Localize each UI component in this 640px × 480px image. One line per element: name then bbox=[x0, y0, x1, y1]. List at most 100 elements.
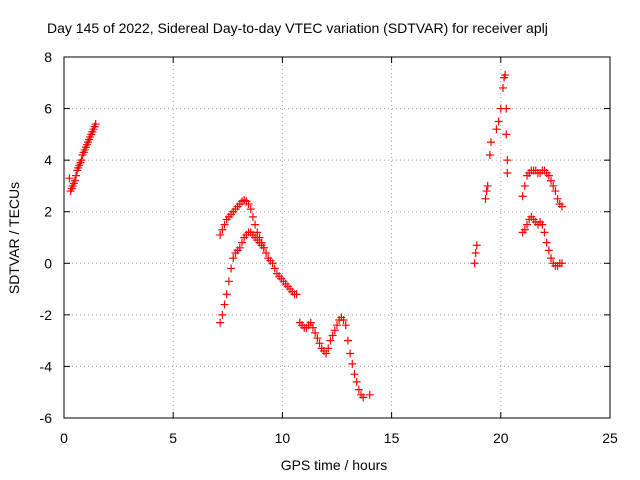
data-point bbox=[501, 71, 510, 80]
data-point bbox=[70, 176, 79, 185]
data-point bbox=[542, 238, 551, 247]
data-point bbox=[547, 176, 556, 185]
plot-frame bbox=[63, 56, 611, 419]
data-point bbox=[485, 150, 494, 159]
data-point bbox=[538, 220, 547, 229]
data-point bbox=[237, 238, 246, 247]
data-point bbox=[547, 254, 556, 263]
data-point bbox=[341, 321, 350, 330]
x-tick-label: 10 bbox=[275, 430, 291, 446]
chart-title: Day 145 of 2022, Sidereal Day-to-day VTE… bbox=[47, 20, 548, 36]
data-point bbox=[350, 370, 359, 379]
data-point bbox=[330, 326, 339, 335]
data-point bbox=[523, 220, 532, 229]
data-point bbox=[216, 230, 225, 239]
y-tick-label: -2 bbox=[40, 307, 53, 323]
x-tick-label: 20 bbox=[493, 430, 509, 446]
data-point bbox=[227, 264, 236, 273]
data-point bbox=[520, 225, 529, 234]
data-point bbox=[220, 300, 229, 309]
y-tick-label: 4 bbox=[44, 152, 52, 168]
data-point bbox=[472, 241, 481, 250]
data-point bbox=[328, 331, 337, 340]
y-axis-tick-labels: -6 -4 -2 0 2 4 6 8 bbox=[40, 49, 53, 426]
y-tick-label: 6 bbox=[44, 101, 52, 117]
data-point bbox=[248, 212, 257, 221]
data-point bbox=[268, 259, 277, 268]
data-point bbox=[359, 393, 368, 402]
data-point bbox=[218, 225, 227, 234]
data-point bbox=[244, 199, 253, 208]
y-tick-label: 8 bbox=[44, 49, 52, 65]
data-point bbox=[220, 220, 229, 229]
data-point bbox=[540, 228, 549, 237]
data-point bbox=[324, 344, 333, 353]
y-tick-label: 0 bbox=[44, 255, 52, 271]
data-point bbox=[557, 259, 566, 268]
y-tick-label: -6 bbox=[40, 410, 53, 426]
data-point bbox=[348, 359, 357, 368]
data-point bbox=[471, 248, 480, 257]
data-point bbox=[503, 169, 512, 178]
data-point bbox=[311, 328, 320, 337]
grid bbox=[64, 57, 610, 418]
y-axis-label: SDTVAR / TECUs bbox=[6, 182, 22, 294]
data-point bbox=[346, 349, 355, 358]
data-point bbox=[246, 205, 255, 214]
x-tick-label: 0 bbox=[60, 430, 68, 446]
data-point bbox=[308, 323, 317, 332]
x-tick-label: 15 bbox=[384, 430, 400, 446]
data-point bbox=[498, 83, 507, 92]
data-point bbox=[483, 181, 492, 190]
data-point bbox=[352, 377, 361, 386]
y-tick-label: 2 bbox=[44, 204, 52, 220]
data-point bbox=[494, 117, 503, 126]
data-point bbox=[503, 156, 512, 165]
data-point bbox=[365, 390, 374, 399]
data-point bbox=[544, 171, 553, 180]
data-point bbox=[339, 316, 348, 325]
data-point bbox=[326, 336, 335, 345]
data-point bbox=[482, 187, 491, 196]
data-point bbox=[251, 220, 260, 229]
data-point bbox=[557, 202, 566, 211]
data-point bbox=[315, 339, 324, 348]
data-point bbox=[292, 290, 301, 299]
data-point bbox=[486, 138, 495, 147]
x-tick-label: 25 bbox=[602, 430, 618, 446]
data-point bbox=[553, 194, 562, 203]
data-point bbox=[262, 248, 271, 257]
data-point bbox=[91, 120, 100, 129]
data-point bbox=[502, 104, 511, 113]
data-point bbox=[492, 125, 501, 134]
data-point bbox=[551, 187, 560, 196]
data-point bbox=[216, 318, 225, 327]
data-point bbox=[72, 171, 81, 180]
data-point bbox=[313, 334, 322, 343]
x-axis-label: GPS time / hours bbox=[281, 457, 388, 473]
data-point bbox=[549, 181, 558, 190]
axis-ticks bbox=[63, 56, 611, 419]
data-point bbox=[77, 156, 86, 165]
data-point bbox=[333, 321, 341, 330]
data-point bbox=[502, 130, 511, 139]
data-point bbox=[229, 254, 238, 263]
data-point bbox=[65, 174, 74, 183]
x-axis-tick-labels: 0 5 10 15 20 25 bbox=[60, 430, 618, 446]
data-point bbox=[520, 181, 529, 190]
data-point bbox=[544, 246, 553, 255]
data-point bbox=[481, 194, 490, 203]
data-point bbox=[354, 385, 363, 394]
data-point bbox=[270, 264, 279, 273]
data-point bbox=[259, 243, 268, 252]
data-point bbox=[224, 277, 233, 286]
data-point bbox=[306, 318, 315, 327]
data-point bbox=[222, 290, 231, 299]
data-series bbox=[65, 71, 566, 402]
data-point bbox=[518, 192, 527, 201]
data-point bbox=[218, 310, 227, 319]
x-tick-label: 5 bbox=[169, 430, 177, 446]
data-point bbox=[343, 336, 352, 345]
